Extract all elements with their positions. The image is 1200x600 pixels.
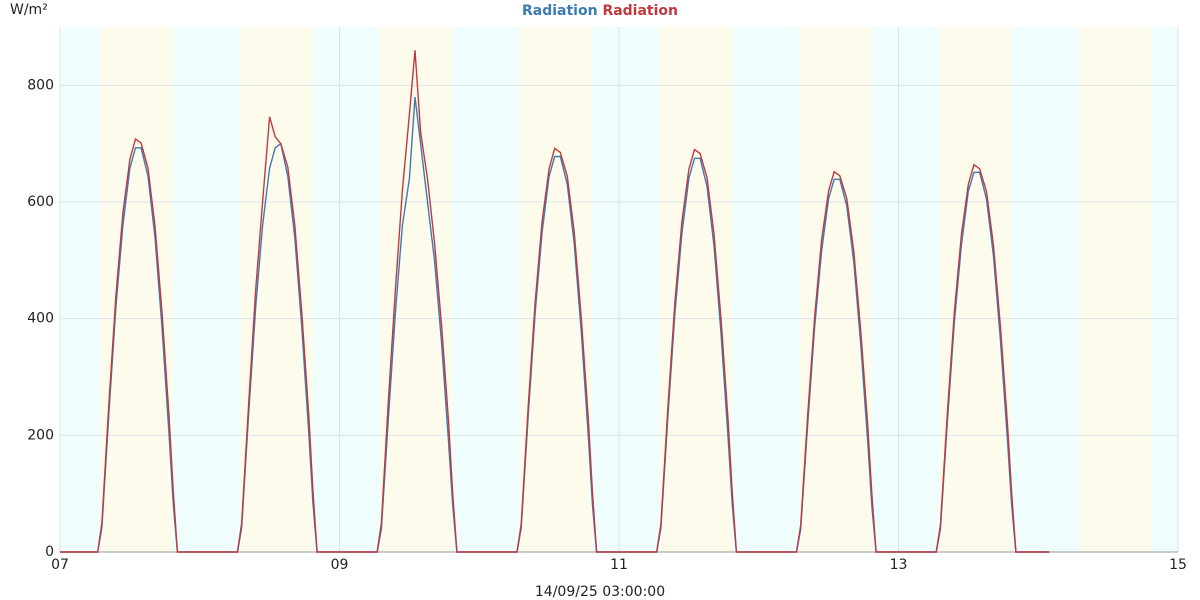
day-band [659,27,733,552]
day-band [380,27,453,552]
chart-title: Radiation Radiation [522,3,678,19]
y-tick-label: 600 [27,194,54,210]
legend-entry: Radiation [522,3,598,19]
y-tick-label: 800 [27,77,54,93]
day-band [519,27,593,552]
day-band [1078,27,1152,552]
x-tick-label: 13 [890,557,908,573]
series-line [60,50,1050,553]
day-band [799,27,872,552]
day-band [240,27,313,552]
y-tick-label: 0 [45,544,54,560]
day-band [100,27,174,552]
x-tick-label: 09 [331,557,349,573]
day-band [939,27,1012,552]
x-axis-label: 14/09/25 03:00:00 [535,584,665,600]
x-tick-label: 15 [1169,557,1187,573]
y-tick-label: 200 [27,427,54,443]
legend-entry: Radiation [602,3,678,19]
x-tick-label: 07 [51,557,69,573]
y-tick-label: 400 [27,311,54,327]
y-axis-label: W/m² [10,2,48,18]
x-tick-label: 11 [610,557,628,573]
